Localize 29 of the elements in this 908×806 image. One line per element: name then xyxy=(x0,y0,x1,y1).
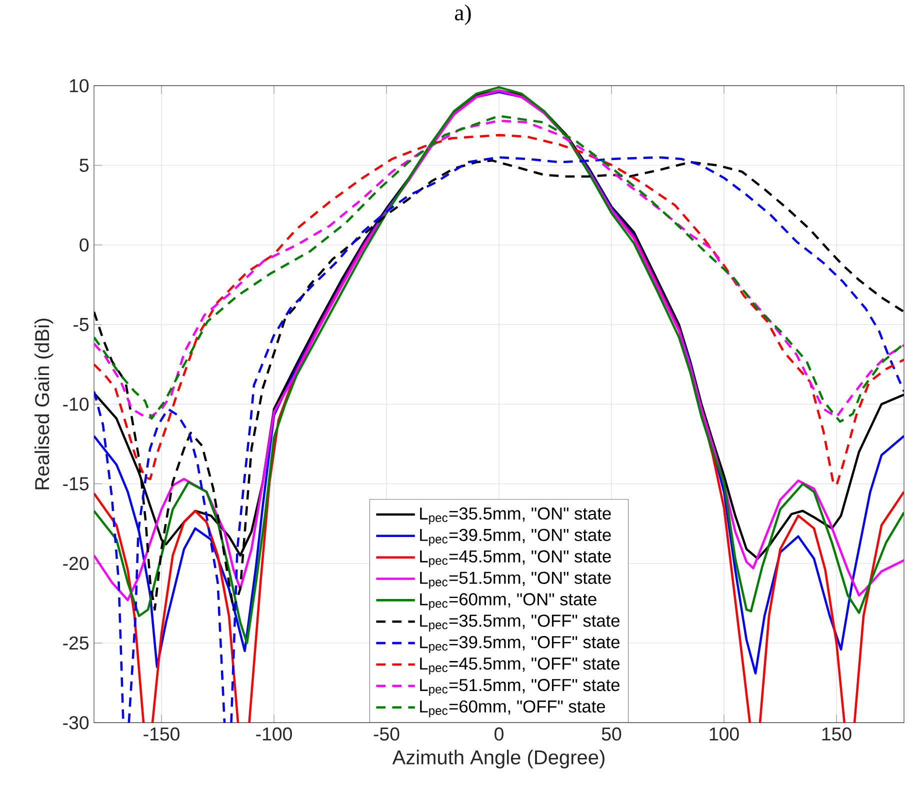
legend-label: L$_{pec}$=35.5mm, "OFF" state xyxy=(420,614,620,632)
legend-label: L$_{pec}$=60mm, "OFF" state xyxy=(420,700,606,718)
legend-label: L$_{pec}$=51.5mm, "ON" state xyxy=(420,572,611,589)
y-tick-label: 0 xyxy=(80,238,89,252)
x-tick-label: -150 xyxy=(144,728,180,741)
legend-label: L$_{pec}$=45.5mm, "ON" state xyxy=(420,550,611,568)
x-tick-label: 50 xyxy=(602,728,622,741)
y-tick-label: -25 xyxy=(63,636,89,650)
y-tick-label: -30 xyxy=(63,716,89,730)
y-tick-label: -20 xyxy=(63,556,89,570)
legend-label: L$_{pec}$=51.5mm, "OFF" state xyxy=(420,679,620,696)
x-tick-label: 150 xyxy=(822,728,852,741)
x-tick-label: -50 xyxy=(374,728,400,741)
y-tick-label: 10 xyxy=(70,79,89,92)
chart-title: a) xyxy=(454,4,471,26)
legend-label: L$_{pec}$=39.5mm, "OFF" state xyxy=(420,636,620,654)
x-tick-label: 100 xyxy=(710,728,739,741)
y-axis-title: Realised Gain (dBi) xyxy=(34,318,54,490)
x-tick-label: -100 xyxy=(256,728,292,741)
legend-label: L$_{pec}$=60mm, "ON" state xyxy=(420,593,596,610)
legend-label: L$_{pec}$=45.5mm, "OFF" state xyxy=(420,658,620,675)
y-tick-label: -5 xyxy=(74,318,89,332)
y-tick-label: -15 xyxy=(63,477,89,490)
legend-label: L$_{pec}$=39.5mm, "ON" state xyxy=(420,528,611,546)
x-axis-title: Azimuth Angle (Degree) xyxy=(392,750,604,769)
x-tick-label: 0 xyxy=(494,728,504,741)
y-tick-label: -10 xyxy=(63,398,89,411)
y-tick-label: 5 xyxy=(80,158,89,172)
legend-label: L$_{pec}$=35.5mm, "ON" state xyxy=(420,508,611,525)
